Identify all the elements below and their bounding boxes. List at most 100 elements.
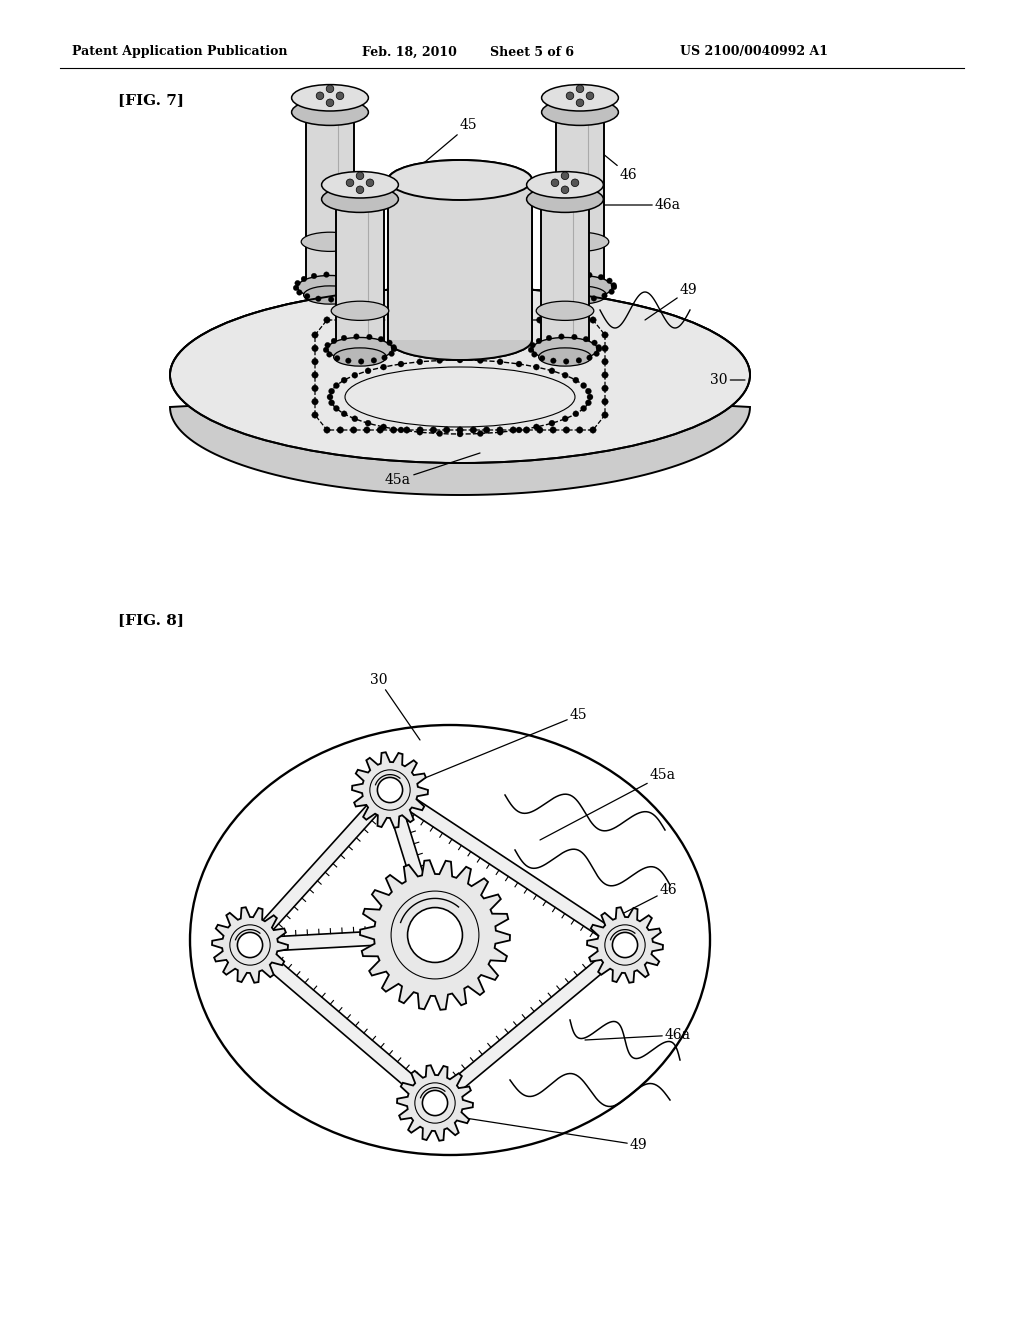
Circle shape [348,275,353,280]
Circle shape [381,364,387,370]
Polygon shape [246,940,439,1109]
Circle shape [602,385,608,392]
Circle shape [586,400,592,405]
Circle shape [353,334,359,339]
Ellipse shape [551,232,609,251]
Text: 46a: 46a [585,1028,691,1041]
Circle shape [325,342,331,348]
Circle shape [547,289,552,296]
Circle shape [391,345,396,350]
Ellipse shape [331,301,389,321]
Circle shape [602,412,608,418]
Circle shape [324,347,329,352]
Circle shape [315,296,322,301]
Circle shape [602,331,608,338]
Circle shape [364,317,370,323]
Circle shape [587,393,593,400]
Circle shape [324,317,330,323]
Circle shape [352,416,357,422]
Circle shape [586,92,594,99]
Circle shape [602,372,608,379]
Circle shape [529,342,536,348]
Circle shape [594,351,599,356]
Circle shape [430,317,436,323]
Circle shape [590,426,596,433]
Circle shape [477,430,483,437]
Polygon shape [556,106,604,294]
Circle shape [483,426,489,433]
Circle shape [311,385,318,392]
Circle shape [378,777,402,803]
Circle shape [311,273,316,279]
Circle shape [562,416,568,422]
Circle shape [311,331,318,338]
Circle shape [551,180,559,186]
Ellipse shape [537,301,594,321]
Circle shape [477,358,483,363]
Circle shape [609,289,614,294]
Circle shape [586,388,592,395]
Circle shape [364,426,370,433]
Polygon shape [352,752,428,828]
Circle shape [573,272,580,277]
Circle shape [336,92,344,99]
Circle shape [417,359,423,364]
Circle shape [534,364,540,370]
Circle shape [598,275,604,280]
Circle shape [551,276,557,281]
Ellipse shape [292,84,369,111]
Circle shape [572,378,579,383]
Circle shape [341,335,347,341]
Circle shape [335,355,340,362]
Circle shape [334,383,339,388]
Circle shape [331,338,337,343]
Circle shape [350,426,356,433]
Circle shape [584,337,589,342]
Circle shape [337,272,342,277]
Circle shape [563,317,569,323]
Circle shape [611,282,616,288]
Text: 30: 30 [710,374,745,387]
Circle shape [581,405,587,412]
Text: 45a: 45a [540,768,676,840]
Ellipse shape [301,232,358,251]
Circle shape [537,317,543,323]
Ellipse shape [388,319,532,360]
Circle shape [550,426,556,433]
Circle shape [537,426,543,433]
Circle shape [327,99,334,107]
Ellipse shape [190,725,710,1155]
Circle shape [457,432,463,437]
Circle shape [398,362,404,367]
Circle shape [337,317,343,323]
Circle shape [436,358,442,363]
Ellipse shape [388,319,532,360]
Ellipse shape [388,160,532,201]
Ellipse shape [526,186,603,213]
Circle shape [356,172,364,180]
Polygon shape [360,861,510,1010]
Circle shape [572,411,579,417]
Circle shape [457,356,463,363]
Circle shape [549,368,555,374]
Circle shape [371,358,377,363]
Circle shape [523,426,529,433]
Circle shape [510,317,516,323]
Circle shape [606,279,612,284]
Circle shape [327,393,333,400]
Circle shape [329,388,335,395]
Circle shape [351,293,357,298]
Circle shape [596,345,601,350]
Circle shape [516,426,522,433]
Circle shape [592,341,597,346]
Circle shape [403,317,410,323]
Polygon shape [245,785,395,949]
Ellipse shape [334,348,386,366]
Circle shape [581,383,587,388]
Circle shape [377,317,383,323]
Circle shape [579,297,584,302]
Circle shape [390,426,396,433]
Polygon shape [541,191,589,356]
Circle shape [352,372,357,379]
Polygon shape [397,1065,473,1140]
